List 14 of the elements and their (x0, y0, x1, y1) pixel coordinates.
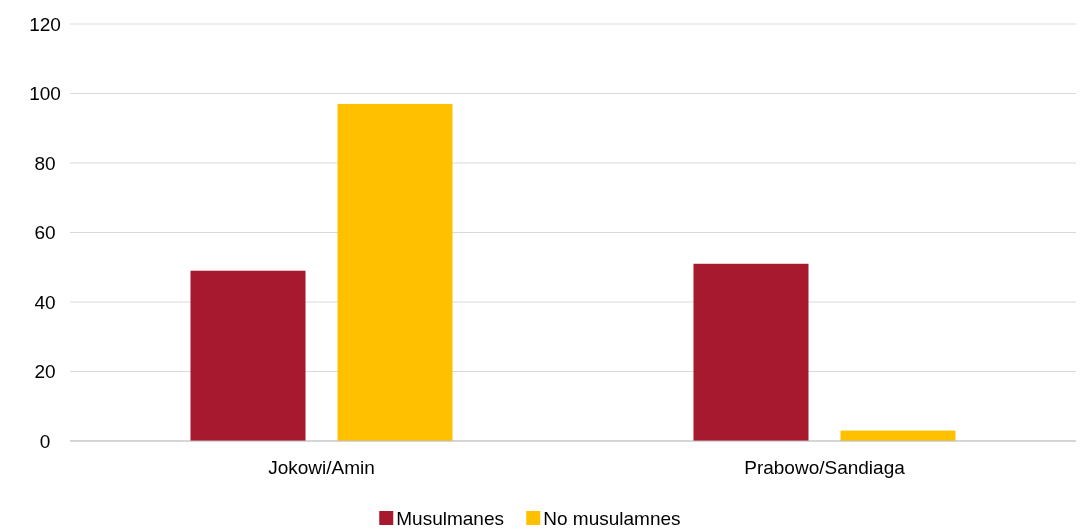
bar (190, 270, 306, 441)
y-tick-label: 0 (39, 430, 51, 452)
y-tick-label: 120 (29, 13, 61, 35)
bar (337, 103, 453, 441)
x-tick-label: Jokowi/Amin (268, 457, 375, 478)
legend-label: Musulmanes (396, 508, 504, 529)
y-tick-label: 80 (34, 152, 56, 174)
bar (693, 263, 809, 441)
y-tick-label: 40 (34, 291, 56, 313)
y-tick-label: 20 (34, 361, 56, 383)
x-tick-label: Prabowo/Sandiaga (744, 457, 906, 478)
y-tick-label: 100 (29, 83, 61, 105)
legend-label: No musulamnes (543, 508, 681, 529)
y-tick-label: 60 (34, 222, 56, 244)
